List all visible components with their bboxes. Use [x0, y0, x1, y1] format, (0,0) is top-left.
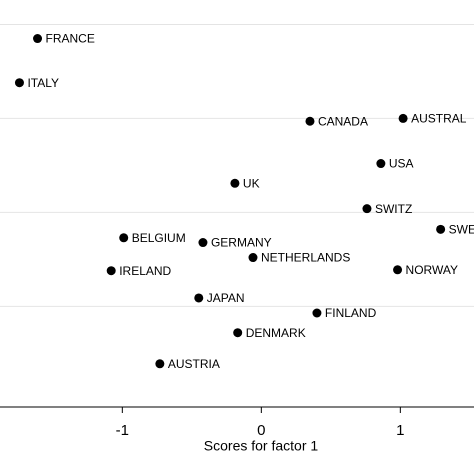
point-label: AUSTRAL [411, 112, 467, 126]
point-label: UK [243, 176, 260, 190]
point-label: IRELAND [119, 264, 171, 278]
point [398, 113, 408, 123]
x-tick-label: -1 [116, 422, 129, 439]
point-label: CANADA [318, 114, 368, 128]
point [362, 204, 372, 214]
point-label: USA [389, 157, 414, 171]
point-label: DENMARK [246, 326, 306, 340]
point [312, 308, 322, 318]
point [14, 78, 24, 88]
point [119, 233, 129, 243]
point [305, 116, 315, 126]
point [233, 328, 243, 338]
x-axis-title: Scores for factor 1 [204, 438, 319, 454]
point-label: FRANCE [46, 32, 95, 46]
point-label: ITALY [27, 76, 59, 90]
x-tick-label: 0 [257, 422, 265, 439]
point-label: FINLAND [325, 306, 377, 320]
point [194, 293, 204, 303]
point-label: NORWAY [406, 263, 458, 277]
point-label: GERMANY [211, 236, 272, 250]
point [230, 178, 240, 188]
point [106, 266, 116, 276]
point [376, 159, 386, 169]
point-label: AUSTRIA [168, 357, 220, 371]
point [248, 253, 258, 263]
point-label: SWE [449, 223, 474, 237]
point-label: SWITZ [375, 202, 412, 216]
point [393, 265, 403, 275]
point [155, 359, 165, 369]
point [33, 34, 43, 44]
x-tick-label: 1 [396, 422, 404, 439]
point [436, 224, 446, 234]
point-label: BELGIUM [132, 231, 186, 245]
point-label: JAPAN [207, 291, 245, 305]
point-label: NETHERLANDS [261, 251, 350, 265]
point [198, 238, 208, 248]
